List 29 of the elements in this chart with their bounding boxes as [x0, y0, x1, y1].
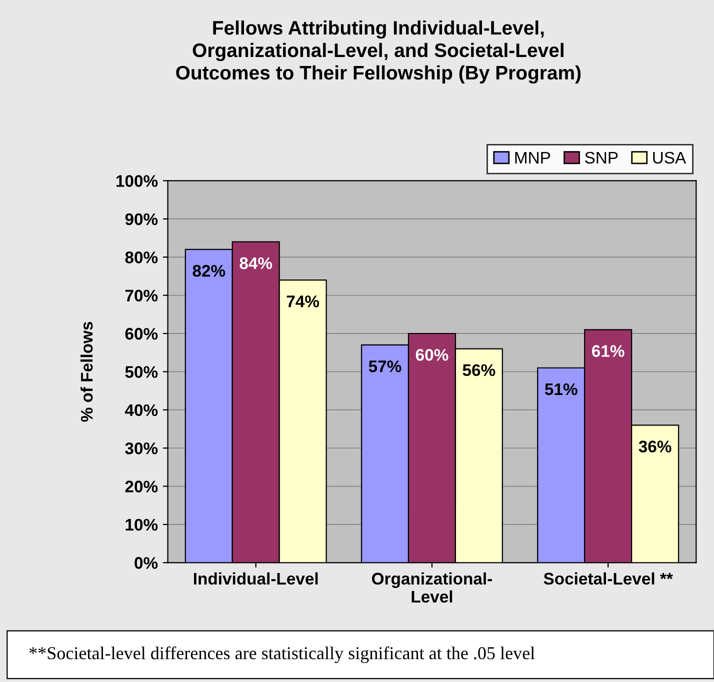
data-label: 51%: [544, 383, 578, 396]
y-axis-title: % of Fellows: [80, 322, 93, 422]
data-label: 36%: [638, 440, 672, 452]
text: **Societal-level differences are statistically significant at the .05 level: [29, 646, 535, 664]
chart-title: Fellows Attributing Individual-Level, Organizational-Level, and Societal-Level Outcomes to Their Fellowship (By Program): [176, 20, 581, 84]
data-label: 57%: [368, 360, 402, 372]
x-tick-label: Organizational- Level: [372, 572, 492, 603]
y-tick-label: 80%: [125, 252, 158, 264]
x-tick-label: Individual-Level: [194, 572, 318, 585]
data-label: 74%: [286, 296, 320, 308]
y-tick-label: 20%: [125, 480, 158, 492]
legend-label: MNP: [515, 152, 550, 164]
data-label: 82%: [192, 264, 226, 277]
data-label: 60%: [416, 348, 448, 361]
y-tick-label: 10%: [126, 518, 158, 531]
y-tick-label: 0%: [134, 557, 158, 569]
legend-label: USA: [653, 152, 686, 164]
y-tick-label: 50%: [125, 366, 158, 378]
y-tick-label: 60%: [125, 328, 158, 340]
y-tick-label: 100%: [116, 175, 158, 187]
y-tick-label: 90%: [125, 213, 158, 226]
y-tick-label: 70%: [125, 290, 158, 302]
x-tick-label: Societal-Level **: [544, 572, 673, 585]
legend-label: SNP: [585, 152, 618, 164]
data-label: 61%: [592, 345, 624, 357]
data-label: 84%: [240, 257, 272, 270]
y-tick-label: 40%: [124, 404, 158, 416]
y-tick-label: 30%: [125, 442, 158, 454]
data-label: 56%: [462, 364, 496, 376]
